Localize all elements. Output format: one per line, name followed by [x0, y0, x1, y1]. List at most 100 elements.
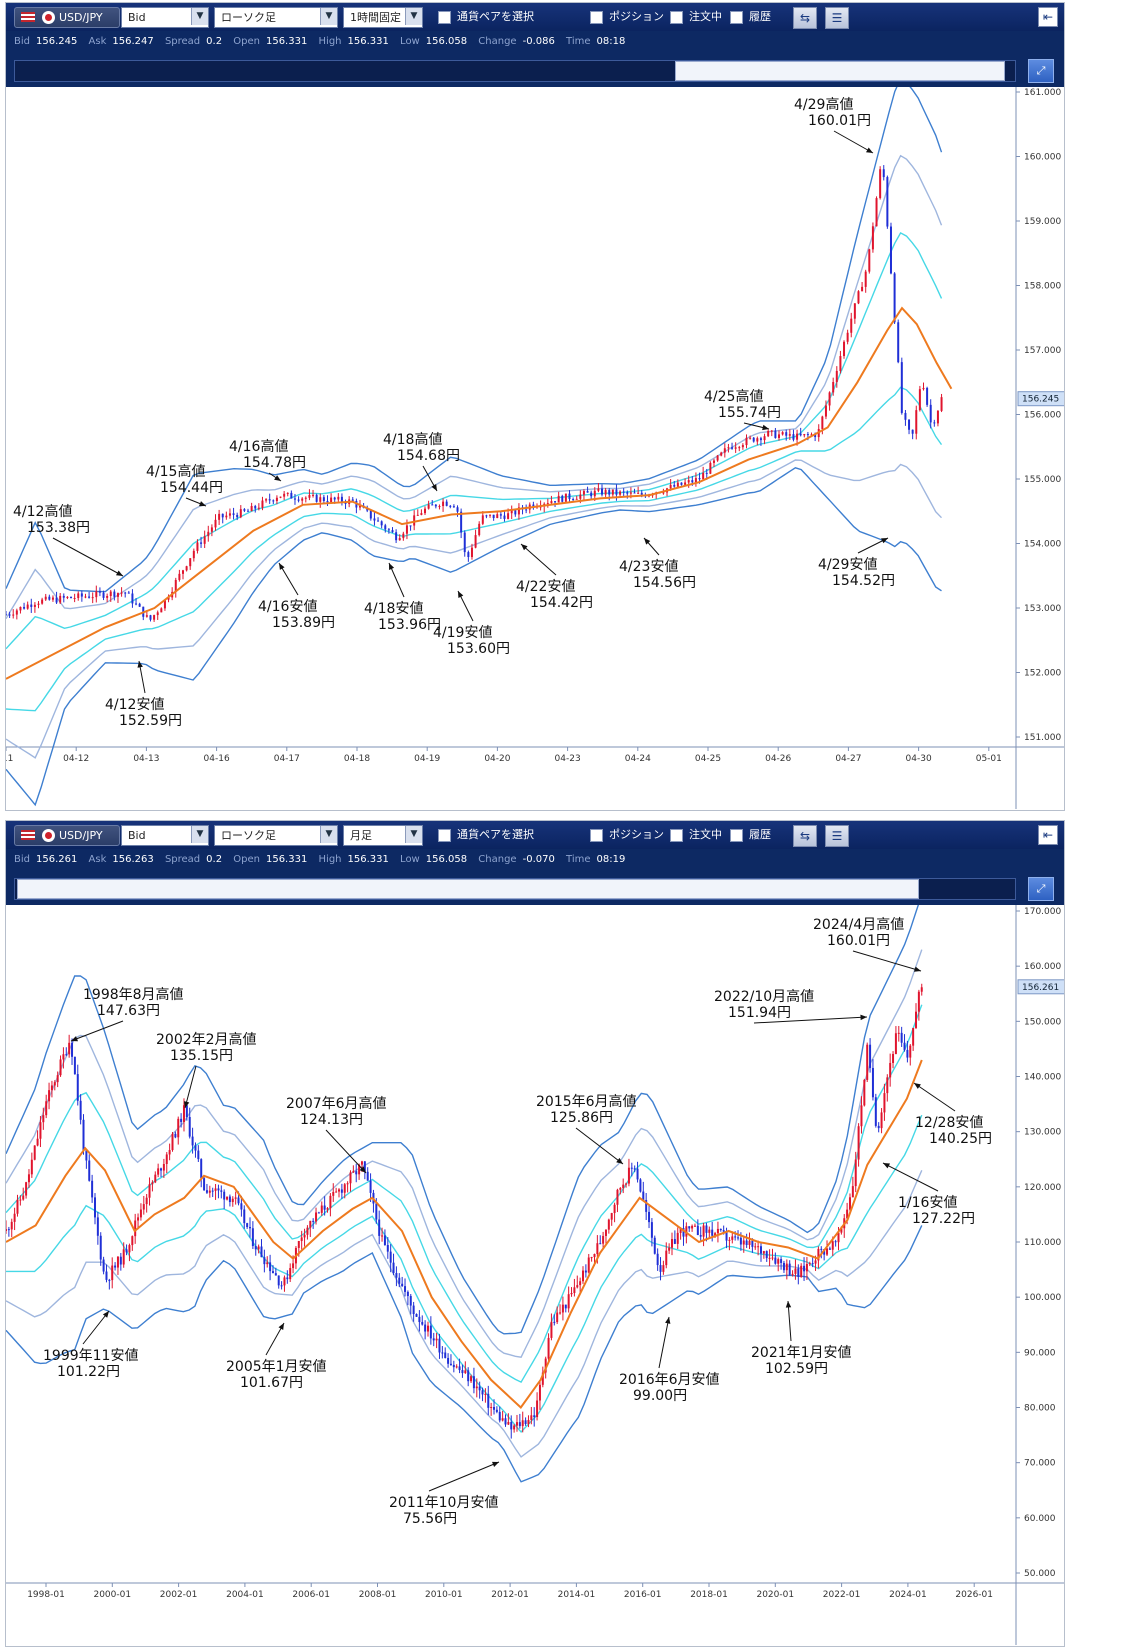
candle-body [200, 1159, 203, 1179]
currency-pair-button[interactable]: USD/JPY [14, 7, 120, 28]
candle-body [283, 1277, 286, 1286]
candle-body [122, 1249, 125, 1265]
candle-body [377, 520, 380, 522]
orders-toggle[interactable]: 注文中 [670, 825, 722, 844]
candle-body [279, 496, 282, 498]
pair-select-toggle[interactable]: 通貨ペアを選択 [438, 825, 534, 844]
candle-body [495, 1409, 498, 1412]
candle-body [442, 501, 445, 507]
history-toggle[interactable]: 履歴 [730, 825, 771, 844]
checkbox-icon[interactable] [438, 828, 451, 842]
current-price-label: 156.261 [1022, 983, 1059, 993]
navigator-track[interactable] [14, 878, 1016, 900]
chart-settings-icon[interactable]: ⇆ [793, 825, 817, 847]
candle-body [734, 1236, 737, 1238]
annotation-arrow-head [644, 538, 651, 545]
checkbox-icon[interactable] [438, 10, 451, 24]
candle-body [456, 507, 459, 512]
window-list-icon[interactable]: ☰ [825, 825, 849, 847]
candle-body [309, 1220, 312, 1228]
chart-settings-icon[interactable]: ⇆ [793, 7, 817, 29]
checkbox-icon[interactable] [670, 828, 683, 842]
candle-body [861, 286, 864, 292]
annotation-value: 155.74円 [718, 405, 781, 421]
navigator-track[interactable] [14, 60, 1016, 82]
pair-select-toggle[interactable]: 通貨ペアを選択 [438, 7, 534, 26]
candle-body [496, 514, 499, 519]
candle-body [837, 1232, 840, 1243]
candle-body [432, 1338, 435, 1341]
candle-body [445, 501, 448, 506]
checkbox-icon[interactable] [590, 828, 603, 842]
candle-body [839, 356, 842, 371]
candle-body [840, 1228, 843, 1233]
price-type-select[interactable]: Bid ▼ [121, 7, 209, 28]
checkbox-icon[interactable] [590, 10, 603, 24]
candle-body [178, 573, 181, 580]
navigator-window[interactable] [17, 879, 919, 899]
candle-body [6, 614, 7, 616]
checkbox-icon[interactable] [670, 10, 683, 24]
candle-body [894, 1033, 897, 1054]
collapse-icon[interactable]: ⇤ [1038, 7, 1058, 27]
chart-type-select[interactable]: ローソク足 ▼ [214, 7, 338, 28]
position-toggle[interactable]: ポジション [590, 825, 664, 844]
timeframe-select[interactable]: 月足 ▼ [343, 825, 423, 846]
candle-body [561, 495, 564, 502]
candle-body [850, 318, 853, 333]
monthly-chart[interactable]: 170.000 160.000 150.000 140.000 130.000 120.0… [6, 905, 1064, 1645]
zoom-fit-icon[interactable]: ⤢ [1028, 59, 1054, 83]
x-tick-label: 2024-01 [889, 1590, 927, 1600]
pair-select-label: 通貨ペアを選択 [457, 10, 534, 23]
candle-body [50, 1085, 53, 1091]
annotation-title: 4/16安値 [258, 599, 317, 615]
candle-body [289, 1268, 292, 1280]
checkbox-icon[interactable] [730, 828, 743, 842]
candle-body [808, 1263, 811, 1265]
navigator-window[interactable] [675, 61, 1005, 81]
candle-body [378, 1219, 381, 1236]
candle-body [940, 397, 943, 411]
candle-body [120, 592, 123, 594]
window-list-icon[interactable]: ☰ [825, 7, 849, 29]
price-type-value: Bid [128, 829, 146, 842]
candle-body [478, 1386, 481, 1391]
candle-body [688, 1226, 691, 1229]
collapse-icon[interactable]: ⇤ [1038, 825, 1058, 845]
hourly-chart[interactable]: 161.000 160.000 159.000 158.000 157.000 156.0… [6, 87, 1064, 809]
candle-body [831, 1241, 834, 1250]
candle-body [68, 1042, 71, 1055]
position-toggle[interactable]: ポジション [590, 7, 664, 26]
candle-body [452, 506, 455, 508]
history-toggle[interactable]: 履歴 [730, 7, 771, 26]
candle-body [358, 1164, 361, 1175]
timeframe-select[interactable]: 1時間固定 ▼ [343, 7, 423, 28]
zoom-fit-icon[interactable]: ⤢ [1028, 877, 1054, 901]
candle-body [265, 499, 268, 501]
candle-body [601, 488, 604, 495]
candle-body [481, 1390, 484, 1395]
candle-body [62, 1054, 65, 1060]
candle-body [903, 1042, 906, 1050]
chart-type-select[interactable]: ローソク足 ▼ [214, 825, 338, 846]
annotation-value: 160.01円 [808, 113, 871, 129]
orders-toggle[interactable]: 注文中 [670, 7, 722, 26]
candle-body [889, 226, 892, 274]
price-type-select[interactable]: Bid ▼ [121, 825, 209, 846]
candle-body [564, 1304, 567, 1309]
annotation-arrow-line [184, 1065, 197, 1109]
annotation-value: 154.42円 [530, 595, 593, 611]
bollinger-band-1sigma-lower [6, 386, 943, 712]
currency-pair-button[interactable]: USD/JPY [14, 825, 120, 846]
pair-label: USD/JPY [59, 829, 103, 842]
time-label: Time [566, 854, 591, 865]
candle-body [803, 1265, 806, 1272]
checkbox-icon[interactable] [730, 10, 743, 24]
candle-body [607, 1219, 610, 1230]
y-tick-label: 157.000 [1024, 346, 1061, 356]
candle-body [763, 436, 766, 441]
change-value: -0.070 [522, 854, 555, 865]
candle-body [30, 604, 33, 607]
candle-body [268, 499, 271, 501]
candle-body [25, 1182, 28, 1196]
